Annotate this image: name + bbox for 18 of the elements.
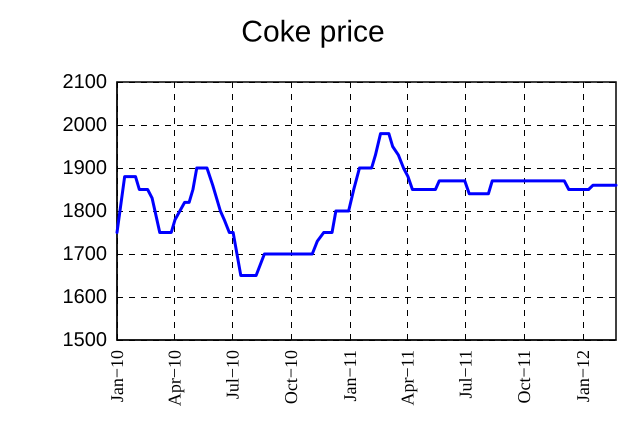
y-tick-label: 1700 [62, 243, 107, 265]
x-tick-label: Jul−11 [455, 350, 476, 398]
x-tick-label: Jan−12 [572, 350, 593, 402]
y-tick-label: 1500 [62, 329, 107, 351]
x-tick-label: Apr−10 [164, 350, 184, 406]
y-tick-label: 1800 [62, 200, 107, 222]
y-tick-label: 1600 [62, 286, 107, 308]
line-series [116, 132, 618, 277]
x-tick-label: Oct−11 [514, 350, 534, 404]
x-tick-label: Jan−10 [107, 350, 127, 402]
x-tick-label: Apr−11 [397, 350, 418, 406]
x-tick-label: Jan−11 [340, 350, 360, 402]
y-tick-label: 2100 [62, 71, 107, 93]
y-tick-label: 2000 [62, 114, 107, 136]
y-tick-label: 1900 [62, 157, 107, 179]
x-tick-label: Jul−10 [222, 350, 242, 400]
chart-title: Coke price [241, 16, 385, 48]
x-tick-label: Oct−10 [281, 350, 302, 404]
